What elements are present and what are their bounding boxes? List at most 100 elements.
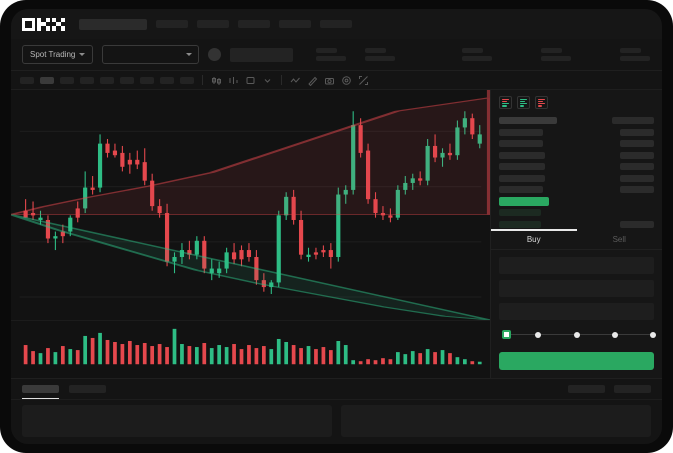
ask-price <box>499 140 543 148</box>
orders-panel <box>11 378 662 444</box>
slider-stop-100[interactable] <box>650 331 656 338</box>
nav-item-4[interactable] <box>279 20 311 28</box>
order-form <box>491 250 662 350</box>
ask-rows <box>499 127 654 196</box>
current-price-row <box>499 196 654 208</box>
slider-stop-75[interactable] <box>611 331 618 338</box>
okx-logo-k <box>37 17 50 31</box>
order-book-ask-row[interactable] <box>499 173 654 185</box>
slider-stop-50[interactable] <box>573 331 580 338</box>
drawing-tools-icon[interactable] <box>307 75 318 86</box>
compare-icon[interactable] <box>245 75 256 86</box>
order-book-rows[interactable] <box>491 113 662 229</box>
volume-plot <box>23 328 482 365</box>
bottom-action-2[interactable] <box>614 385 651 393</box>
app-screen: Spot Trading <box>11 9 662 444</box>
timeframe-1[interactable] <box>20 76 34 84</box>
chart-toolbar <box>11 71 662 90</box>
nav-item-1[interactable] <box>156 20 188 28</box>
order-book-bid-row[interactable] <box>499 207 654 219</box>
line-chart-icon[interactable] <box>290 75 301 86</box>
orderbook-view-bids-icon[interactable] <box>517 96 530 109</box>
ask-amount <box>620 128 654 136</box>
okx-logo-x <box>52 17 65 31</box>
bottom-tab-open-orders[interactable] <box>22 385 59 399</box>
candlestick-chart[interactable] <box>11 90 490 320</box>
order-book-bid-row[interactable] <box>499 219 654 230</box>
order-book-ask-row[interactable] <box>499 161 654 173</box>
ticker-stat-3 <box>462 48 493 61</box>
order-amount-field[interactable] <box>499 280 654 297</box>
order-book-ask-row[interactable] <box>499 184 654 196</box>
order-book-ask-row[interactable] <box>499 150 654 162</box>
timeframe-7[interactable] <box>140 76 154 84</box>
toolbar-divider <box>202 75 203 85</box>
chart-column <box>11 90 490 378</box>
order-price-field[interactable] <box>499 257 654 274</box>
chevron-down-icon <box>186 53 193 56</box>
camera-icon[interactable] <box>324 75 335 86</box>
ask-price <box>499 128 543 136</box>
timeframe-4[interactable] <box>80 76 94 84</box>
buy-submit-button[interactable] <box>499 352 654 370</box>
fullscreen-icon[interactable] <box>358 75 369 86</box>
ticker-stat-2 <box>365 48 396 61</box>
chevron-down-icon[interactable] <box>262 75 273 86</box>
candlestick-chart-icon[interactable] <box>211 75 222 86</box>
timeframe-6[interactable] <box>120 76 134 84</box>
timeframe-8[interactable] <box>160 76 174 84</box>
ask-price <box>499 151 545 159</box>
trading-pair-select[interactable] <box>102 45 200 64</box>
ticker-stat-4 <box>541 48 572 61</box>
okx-logo-o <box>22 17 35 31</box>
market-type-dropdown[interactable]: Spot Trading <box>22 45 94 64</box>
order-book-ask-row[interactable] <box>499 138 654 150</box>
tab-sell[interactable]: Sell <box>612 235 626 244</box>
timeframe-3[interactable] <box>60 76 74 84</box>
ask-amount <box>620 151 654 159</box>
ask-amount <box>620 174 654 182</box>
trade-side-tabs: Buy Sell <box>491 229 662 250</box>
toolbar-divider <box>281 75 282 85</box>
bid-amount <box>620 220 654 228</box>
timeframe-9[interactable] <box>180 76 194 84</box>
chevron-down-icon <box>79 53 86 56</box>
order-total-field[interactable] <box>499 303 654 320</box>
amount-percent-slider[interactable] <box>500 329 656 341</box>
volume-histogram[interactable] <box>11 320 490 378</box>
ticker-last-price <box>230 47 294 62</box>
orderbook-view-both-icon[interactable] <box>499 96 512 109</box>
tab-buy[interactable]: Buy <box>491 229 577 249</box>
okx-logo[interactable] <box>22 17 65 31</box>
main-content: Buy Sell <box>11 90 662 378</box>
ask-amount <box>620 163 654 171</box>
market-type-label: Spot Trading <box>30 50 76 59</box>
order-book-ask-row[interactable] <box>499 127 654 139</box>
ask-price <box>499 174 545 182</box>
ask-amount <box>620 140 654 148</box>
slider-handle[interactable] <box>502 330 511 339</box>
ask-amount <box>620 186 654 194</box>
timeframe-5[interactable] <box>100 76 114 84</box>
bottom-action-1[interactable] <box>568 385 605 393</box>
chart-settings-icon[interactable] <box>341 75 352 86</box>
bottom-card-2[interactable] <box>341 405 651 437</box>
orders-tabs <box>11 379 662 400</box>
slider-stop-25[interactable] <box>535 331 542 338</box>
nav-item-5[interactable] <box>320 20 352 28</box>
ask-price <box>499 186 543 194</box>
timeframe-2[interactable] <box>40 76 54 84</box>
orderbook-view-asks-icon[interactable] <box>535 96 548 109</box>
top-navigation-bar <box>11 9 662 39</box>
orders-cards <box>11 400 662 444</box>
indicators-icon[interactable] <box>228 75 239 86</box>
nav-item-2[interactable] <box>197 20 229 28</box>
orders-actions <box>568 385 651 393</box>
nav-item-3[interactable] <box>238 20 270 28</box>
ticker-stat-5 <box>620 48 651 61</box>
global-search-input[interactable] <box>79 18 147 30</box>
bid-price <box>499 220 541 228</box>
bottom-tab-order-history[interactable] <box>69 385 106 393</box>
bottom-card-1[interactable] <box>22 405 332 437</box>
coin-avatar <box>208 48 222 61</box>
